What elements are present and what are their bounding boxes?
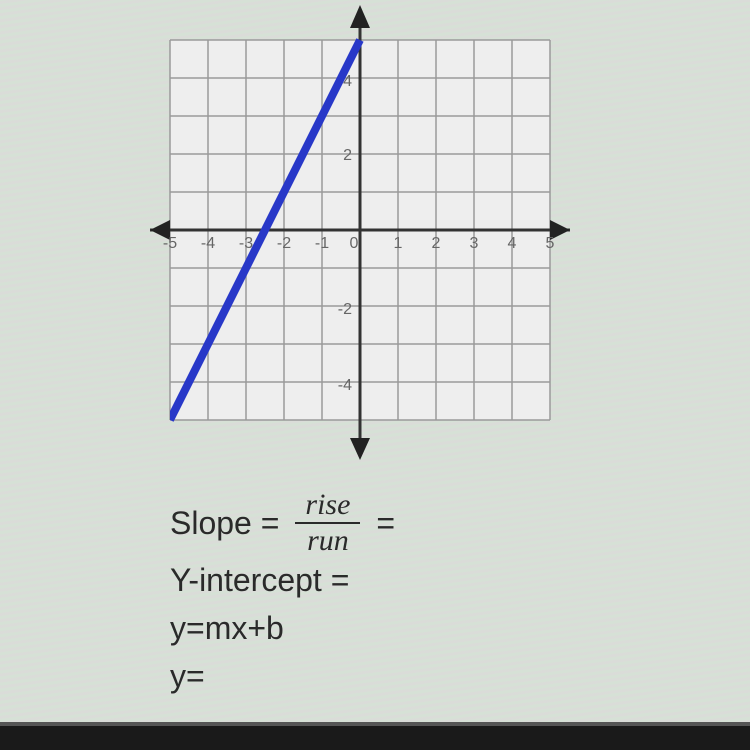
equation-blank-row: y= — [170, 652, 395, 700]
equals-sign: = — [376, 499, 395, 547]
x-tick: 2 — [432, 235, 441, 252]
x-tick: -4 — [201, 235, 215, 252]
y-tick: -4 — [338, 377, 352, 394]
x-tick: -1 — [315, 235, 329, 252]
y-intercept-row: Y-intercept = — [170, 556, 395, 604]
x-tick: -2 — [277, 235, 291, 252]
y-tick: -2 — [338, 301, 352, 318]
x-tick: -5 — [163, 235, 177, 252]
slope-row: Slope = rise run = — [170, 490, 395, 556]
graph-svg: -5 -4 -3 -2 -1 0 1 2 3 4 5 4 2 -2 -4 — [130, 0, 590, 470]
fraction-numerator: rise — [295, 490, 360, 524]
x-tick: 1 — [394, 235, 403, 252]
arrow-down-icon — [350, 438, 370, 460]
slope-label: Slope = — [170, 499, 279, 547]
worksheet-text: Slope = rise run = Y-intercept = y=mx+b … — [170, 490, 395, 700]
device-bezel — [0, 722, 750, 750]
x-tick: 3 — [470, 235, 479, 252]
slope-fraction: rise run — [295, 490, 360, 556]
fraction-denominator: run — [307, 524, 349, 556]
x-tick: 4 — [508, 235, 517, 252]
equation-template-row: y=mx+b — [170, 604, 395, 652]
x-tick: 5 — [546, 235, 555, 252]
y-tick: 2 — [343, 147, 352, 164]
coordinate-graph: -5 -4 -3 -2 -1 0 1 2 3 4 5 4 2 -2 -4 — [130, 0, 590, 470]
arrow-up-icon — [350, 5, 370, 28]
x-tick: 0 — [350, 235, 359, 252]
y-tick: 4 — [343, 73, 352, 90]
x-tick: -3 — [239, 235, 253, 252]
